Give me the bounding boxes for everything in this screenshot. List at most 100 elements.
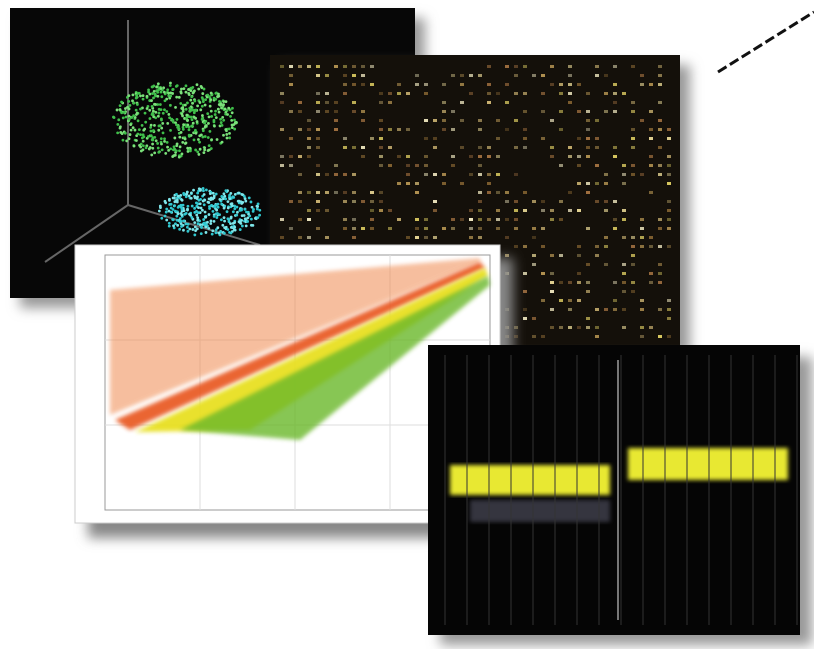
point: [220, 218, 223, 221]
spot: [514, 218, 518, 221]
point: [215, 204, 218, 207]
point: [152, 110, 155, 113]
point: [175, 123, 178, 126]
point: [203, 203, 206, 206]
spot: [649, 83, 653, 86]
point: [190, 197, 193, 200]
spot: [460, 146, 464, 149]
point: [209, 105, 212, 108]
spot: [469, 218, 473, 221]
spot: [379, 200, 383, 203]
spot: [559, 92, 563, 95]
point: [128, 118, 131, 121]
point: [160, 217, 163, 220]
point: [133, 102, 136, 105]
spot: [451, 164, 455, 167]
spot: [667, 218, 671, 221]
spot: [397, 92, 401, 95]
point: [127, 94, 130, 97]
spot: [631, 236, 635, 239]
spot: [469, 92, 473, 95]
spot: [631, 101, 635, 104]
spot: [298, 218, 302, 221]
spot: [397, 83, 401, 86]
point: [171, 155, 174, 158]
point: [128, 115, 131, 118]
point: [179, 220, 182, 223]
point: [162, 112, 165, 115]
point: [230, 226, 233, 229]
spot: [595, 245, 599, 248]
spot: [568, 191, 572, 194]
point: [164, 152, 167, 155]
point: [182, 192, 185, 195]
trace-shadow: [470, 500, 610, 522]
spot: [406, 173, 410, 176]
spot: [406, 92, 410, 95]
spot: [631, 65, 635, 68]
spot: [307, 128, 311, 131]
point: [176, 84, 179, 87]
point: [243, 208, 246, 211]
point: [122, 139, 125, 142]
spot: [595, 182, 599, 185]
point: [146, 95, 149, 98]
point: [224, 189, 227, 192]
spot: [613, 308, 617, 311]
spot: [523, 128, 527, 131]
spot: [667, 299, 671, 302]
point: [209, 192, 212, 195]
spot: [604, 308, 608, 311]
point: [188, 128, 191, 131]
point: [180, 225, 183, 228]
spot: [514, 245, 518, 248]
spot: [316, 209, 320, 212]
spot: [532, 227, 536, 230]
spot: [424, 83, 428, 86]
spot: [559, 254, 563, 257]
spot: [604, 263, 608, 266]
point: [200, 232, 203, 235]
spot: [406, 155, 410, 158]
point: [184, 138, 187, 141]
spot: [289, 227, 293, 230]
spot: [523, 308, 527, 311]
spot: [649, 272, 653, 275]
spot: [289, 74, 293, 77]
point: [169, 129, 172, 132]
point: [144, 121, 147, 124]
spot: [343, 218, 347, 221]
point: [232, 210, 235, 213]
point: [205, 231, 208, 234]
spot: [478, 209, 482, 212]
spot: [343, 200, 347, 203]
point: [180, 92, 183, 95]
point: [161, 148, 164, 151]
spot: [325, 110, 329, 113]
spot: [613, 101, 617, 104]
spot: [352, 101, 356, 104]
point: [157, 147, 160, 150]
spot: [361, 155, 365, 158]
spot: [577, 83, 581, 86]
point: [203, 199, 206, 202]
spot: [442, 101, 446, 104]
point: [185, 108, 188, 111]
spot: [280, 236, 284, 239]
point: [180, 131, 183, 134]
point: [203, 193, 206, 196]
point: [151, 147, 154, 150]
point: [157, 129, 160, 132]
spot: [667, 164, 671, 167]
point: [210, 115, 213, 118]
spot: [334, 119, 338, 122]
point: [180, 88, 183, 91]
spot: [451, 110, 455, 113]
spot: [586, 92, 590, 95]
spot: [316, 92, 320, 95]
spot: [379, 146, 383, 149]
spot: [586, 290, 590, 293]
point: [180, 214, 183, 217]
spot: [613, 200, 617, 203]
point: [149, 130, 152, 133]
